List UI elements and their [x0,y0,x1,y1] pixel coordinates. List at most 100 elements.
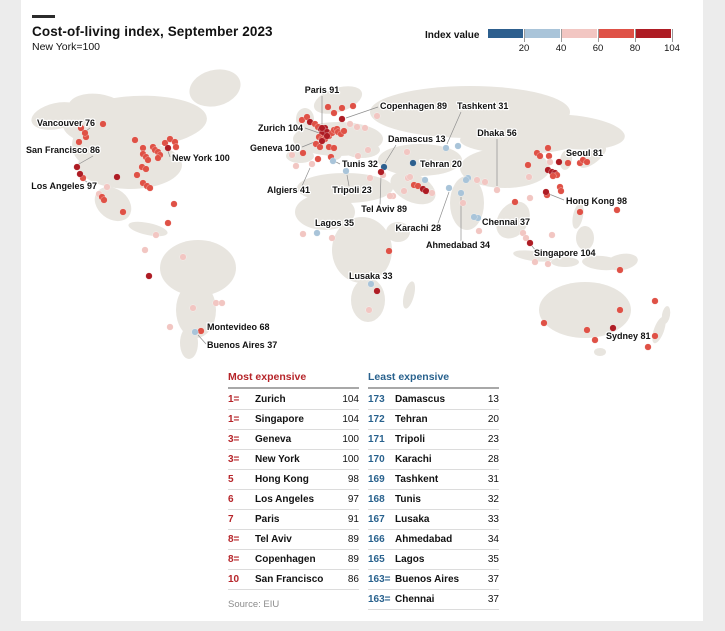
label-leader-line [346,174,350,187]
city-dot [540,319,548,327]
label-leader-line [548,193,565,201]
label-leader-line [446,111,462,145]
city-dot [349,102,357,110]
table-row: 5 Hong Kong 98 [228,470,359,490]
rank-cell: 1= [228,394,240,405]
city-dot-copenhagen [338,115,346,123]
city-dot [644,343,652,351]
city-dot [511,198,519,206]
least-expensive-title: Least expensive [368,371,450,383]
city-dot [583,158,591,166]
city-label-new-york: New York 100 [172,153,230,163]
city-dot [99,120,107,128]
table-row: 168 Tunis 32 [368,490,499,510]
table-row: 166 Ahmedabad 34 [368,530,499,550]
city-cell: Los Angeles [255,494,315,505]
city-dot [564,159,572,167]
city-dot [403,148,411,156]
city-dot [422,187,430,195]
city-label-dhaka: Dhaka 56 [477,128,517,138]
city-dot [406,173,414,181]
value-cell: 100 [342,434,359,445]
city-cell: Tashkent [395,474,439,485]
city-dot-algiers [308,160,316,168]
city-cell: Geneva [255,434,292,445]
legend-tick-label: 80 [629,43,641,54]
city-dot [146,184,154,192]
rank-cell: 170 [368,454,385,465]
map-city-labels: Vancouver 76 San Francisco 86 Los Angeles … [25,84,652,351]
city-dot [144,156,152,164]
value-cell: 100 [342,454,359,465]
rank-cell: 169 [368,474,385,485]
chart-title: Cost-of-living index, September 2023 [32,24,273,39]
table-row: 10 San Francisco 86 [228,570,359,590]
city-cell: Paris [255,514,280,525]
legend-tick [635,29,636,42]
city-dot [385,247,393,255]
city-cell: Hong Kong [255,474,309,485]
rank-cell: 165 [368,554,385,565]
city-dot [189,304,197,312]
city-dot-new-york [164,144,172,152]
legend-tick-label: 60 [592,43,604,54]
value-cell: 34 [487,534,499,545]
least-expensive-rows: 173 Damascus 13 172 Tehran 20 171 Tripoli 23 170 K… [368,390,499,610]
legend-color-scale: 20 40 60 80 104 [488,29,680,55]
city-dot [141,246,149,254]
label-leader-line [345,106,379,119]
city-dot [164,219,172,227]
city-cell: Ahmedabad [395,534,453,545]
rank-cell: 171 [368,434,385,445]
city-label-lagos: Lagos 35 [315,218,354,228]
economist-tick-mark [32,15,55,18]
rank-cell: 10 [228,574,240,585]
label-leader-line [301,167,311,187]
page-edge-bottom [0,621,725,631]
city-cell: Karachi [395,454,432,465]
city-label-algiers: Algiers 41 [267,185,310,195]
value-cell: 91 [347,514,359,525]
source-note: Source: EIU [228,599,280,610]
city-dot [546,158,554,166]
city-dot [330,109,338,117]
city-label-tripoli: Tripoli 23 [332,185,372,195]
city-dot [544,144,552,152]
value-cell: 86 [347,574,359,585]
label-leader-line [379,175,382,206]
city-dot-sydney [609,324,617,332]
rank-cell: 167 [368,514,385,525]
map-city-dots [73,102,659,351]
city-dot [545,152,553,160]
city-cell: Zurich [255,394,286,405]
city-dot [386,192,394,200]
city-dot [548,231,556,239]
city-cell: Lusaka [395,514,430,525]
city-dot [481,178,489,186]
table-row: 6 Los Angeles 97 [228,490,359,510]
rank-cell: 172 [368,414,385,425]
value-cell: 104 [342,414,359,425]
legend: Index value 20 40 60 80 104 [425,27,685,55]
label-leader-line [78,155,94,165]
value-cell: 35 [487,554,499,565]
city-dot [324,103,332,111]
city-dot [316,143,324,151]
table-row: 163= Buenos Aires 37 [368,570,499,590]
city-label-damascus: Damascus 13 [388,134,446,144]
city-dot [288,151,296,159]
city-label-tehran: Tehran 20 [420,159,462,169]
city-dot [549,172,557,180]
city-dot-lagos [313,229,321,237]
label-leader-line [436,191,450,227]
city-dot [212,299,220,307]
legend-tick-label: 104 [664,43,680,54]
city-cell: San Francisco [255,574,324,585]
city-label-los-angeles: Los Angeles 97 [31,181,97,191]
city-label-tunis: Tunis 32 [342,159,378,169]
city-dot-san-francisco [73,163,81,171]
city-label-san-francisco: San Francisco 86 [26,145,100,155]
city-label-singapore: Singapore 104 [534,248,596,258]
value-cell: 13 [487,394,499,405]
city-dot [526,194,534,202]
